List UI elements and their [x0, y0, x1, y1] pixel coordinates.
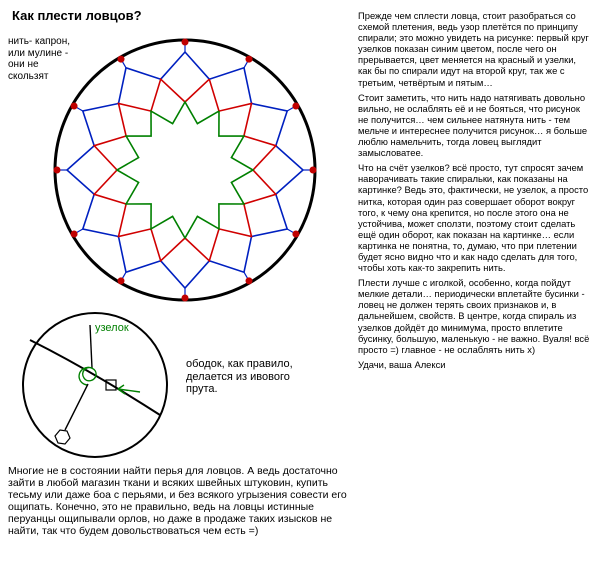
instructions-p5: Удачи, ваша Алекси: [358, 359, 590, 370]
rim-material-note: ободок, как правило, делается из ивового…: [186, 358, 296, 396]
instructions-p3: Что на счёт узелков? всё просто, тут спр…: [358, 162, 590, 273]
page-title: Как плести ловцов?: [12, 8, 142, 23]
dreamcatcher-diagram: [25, 25, 355, 325]
knot-label: узелок: [95, 322, 129, 334]
instructions-p4: Плести лучше с иголкой, особенно, когда …: [358, 277, 590, 355]
feathers-note: Многие не в состоянии найти перья для ло…: [8, 465, 353, 537]
knot-detail-diagram: [10, 310, 180, 470]
instructions-column: Прежде чем сплести ловца, стоит разобрат…: [358, 10, 590, 374]
instructions-p2: Стоит заметить, что нить надо натягивать…: [358, 92, 590, 159]
instructions-p1: Прежде чем сплести ловца, стоит разобрат…: [358, 10, 590, 88]
